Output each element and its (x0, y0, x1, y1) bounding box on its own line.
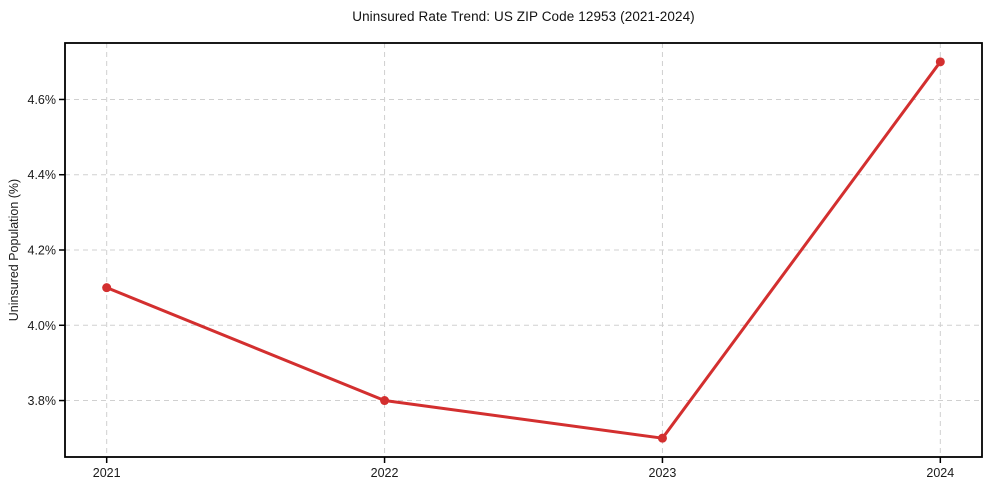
trend-line (105, 60, 942, 440)
x-tick-label: 2024 (926, 466, 954, 480)
x-tick-label: 2022 (371, 466, 399, 480)
y-tick-label: 4.6% (28, 93, 57, 107)
y-tick-label: 4.2% (28, 244, 57, 258)
x-tick-label: 2023 (649, 466, 677, 480)
y-tick-label: 4.0% (28, 319, 57, 333)
chart-title: Uninsured Rate Trend: US ZIP Code 12953 … (352, 9, 695, 24)
data-point-marker (380, 396, 390, 406)
y-tick-label: 3.8% (28, 394, 57, 408)
plot-border (64, 42, 983, 458)
data-point-marker (657, 433, 667, 443)
x-tick-label: 2021 (93, 466, 121, 480)
data-point-marker (102, 283, 112, 293)
data-point-marker (935, 57, 945, 67)
y-tick-label: 4.4% (28, 168, 57, 182)
